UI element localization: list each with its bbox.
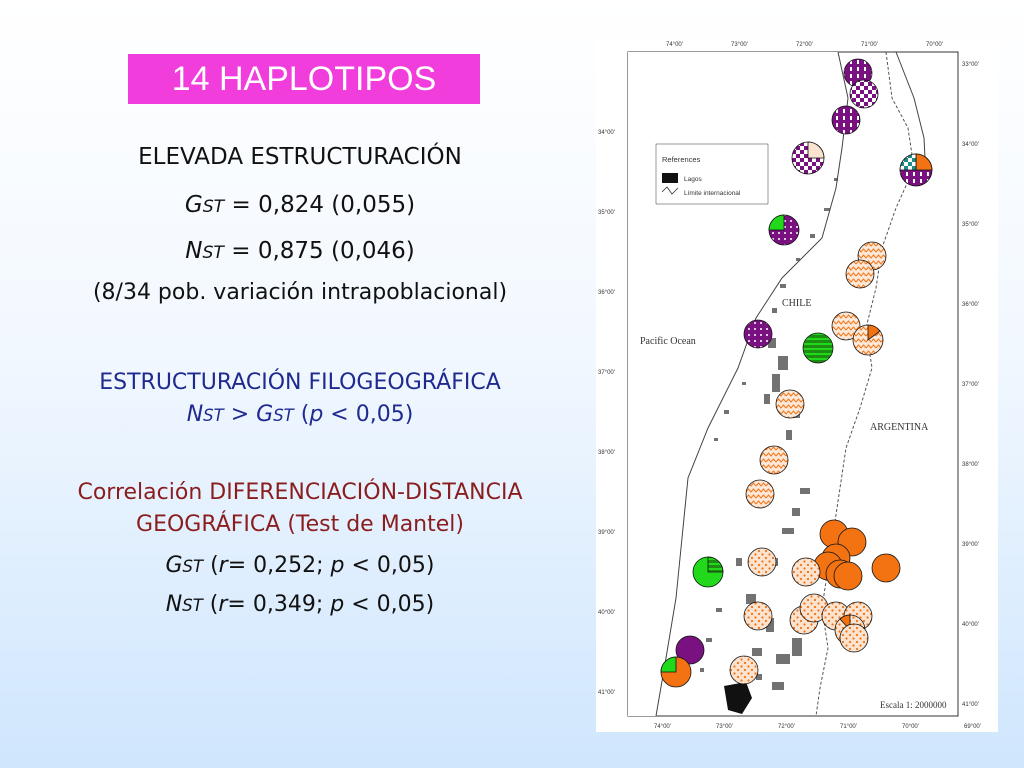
top-longitude-tick: 70°00' bbox=[926, 42, 943, 48]
pie-slice bbox=[867, 324, 881, 341]
pie-slice bbox=[768, 214, 785, 231]
pie-marker bbox=[831, 105, 861, 135]
bottom-longitude-tick: 70°00' bbox=[902, 724, 919, 730]
scale-box bbox=[876, 696, 956, 712]
pie-slice bbox=[807, 141, 825, 159]
argentina-label: ARGENTINA bbox=[870, 422, 929, 433]
right-latitude-tick: 35°00' bbox=[962, 222, 979, 228]
right-latitude-tick: 38°00' bbox=[962, 462, 979, 468]
pie-marker bbox=[747, 547, 777, 577]
nst-gst-comparison: NST > GST (p < 0,05) bbox=[186, 402, 414, 427]
map-legend: References Lagos Límite internacional bbox=[655, 143, 769, 205]
left-latitude-tick: 38°00' bbox=[598, 450, 615, 456]
chile-label: CHILE bbox=[782, 298, 811, 309]
border-swatch bbox=[661, 186, 679, 195]
pie-marker bbox=[831, 311, 861, 341]
phylogeographic-heading: ESTRUCTURACIÓN FILOGEOGRÁFICA bbox=[99, 370, 501, 395]
right-latitude-tick: 39°00' bbox=[962, 542, 979, 548]
structuring-heading: ELEVADA ESTRUCTURACIÓN bbox=[138, 144, 462, 170]
left-latitude-tick: 40°00' bbox=[598, 610, 615, 616]
right-latitude-tick: 34°00' bbox=[962, 142, 979, 148]
top-longitude-tick: 74°00' bbox=[666, 42, 683, 48]
pie-marker bbox=[675, 635, 705, 665]
pie-marker bbox=[743, 601, 773, 631]
legend-title: References bbox=[662, 155, 701, 164]
pie-marker bbox=[802, 332, 834, 364]
pie-marker bbox=[845, 259, 875, 289]
top-longitude-tick: 72°00' bbox=[796, 42, 813, 48]
scale-label: Escala 1: 2000000 bbox=[880, 700, 947, 710]
chiloe-island bbox=[724, 682, 752, 714]
top-longitude-tick: 73°00' bbox=[731, 42, 748, 48]
pie-marker bbox=[745, 479, 775, 509]
mantel-gst: GST (r= 0,252; p < 0,05) bbox=[165, 553, 435, 578]
right-latitude-tick: 33°00' bbox=[962, 62, 979, 68]
pie-marker bbox=[759, 445, 789, 475]
right-latitude-tick: 40°00' bbox=[962, 622, 979, 628]
slide-title: 14 HAPLOTIPOS bbox=[128, 54, 480, 104]
pie-marker bbox=[775, 389, 805, 419]
mantel-heading-line1: Correlación DIFERENCIACIÓN-DISTANCIA bbox=[77, 480, 523, 505]
pie-marker bbox=[833, 561, 863, 591]
pie-marker bbox=[791, 557, 821, 587]
bottom-longitude-tick: 72°00' bbox=[778, 724, 795, 730]
haplotype-distribution-map: 74°00' 73°00' 72°00' 71°00' 70°00' 74°00' 73°0… bbox=[596, 38, 998, 732]
pie-marker bbox=[871, 553, 901, 583]
pie-slice bbox=[660, 656, 677, 673]
right-latitude-tick: 37°00' bbox=[962, 382, 979, 388]
left-latitude-tick: 37°00' bbox=[598, 370, 615, 376]
mantel-nst: NST (r= 0,349; p < 0,05) bbox=[165, 592, 435, 617]
bottom-longitude-tick: 73°00' bbox=[716, 724, 733, 730]
left-latitude-tick: 34°00' bbox=[598, 130, 615, 136]
bottom-longitude-tick: 74°00' bbox=[654, 724, 671, 730]
left-latitude-tick: 36°00' bbox=[598, 290, 615, 296]
right-latitude-tick: 36°00' bbox=[962, 302, 979, 308]
lakes-swatch bbox=[662, 173, 678, 183]
pie-slice bbox=[707, 556, 724, 573]
nst-line: NST = 0,875 (0,046) bbox=[185, 238, 415, 264]
top-longitude-tick: 71°00' bbox=[861, 42, 878, 48]
pacific-ocean-label: Pacific Ocean bbox=[640, 336, 696, 347]
left-latitude-tick: 41°00' bbox=[598, 690, 615, 696]
pie-slice bbox=[899, 153, 917, 171]
intrapopulation-note: (8/34 pob. variación intrapoblacional) bbox=[92, 280, 508, 305]
pie-marker bbox=[839, 623, 869, 653]
pie-marker bbox=[849, 79, 879, 109]
gst-line: GST = 0,824 (0,055) bbox=[184, 192, 416, 218]
pie-marker bbox=[729, 655, 759, 685]
left-latitude-tick: 39°00' bbox=[598, 530, 615, 536]
pie-marker bbox=[743, 319, 773, 349]
mantel-heading-line2: GEOGRÁFICA (Test de Mantel) bbox=[136, 512, 464, 537]
right-latitude-tick: 41°00' bbox=[962, 702, 979, 708]
bottom-longitude-tick: 69°00' bbox=[964, 724, 981, 730]
left-latitude-tick: 35°00' bbox=[598, 210, 615, 216]
legend-lakes: Lagos bbox=[684, 176, 702, 183]
bottom-longitude-tick: 71°00' bbox=[840, 724, 857, 730]
legend-border: Límite internacional bbox=[684, 190, 741, 197]
